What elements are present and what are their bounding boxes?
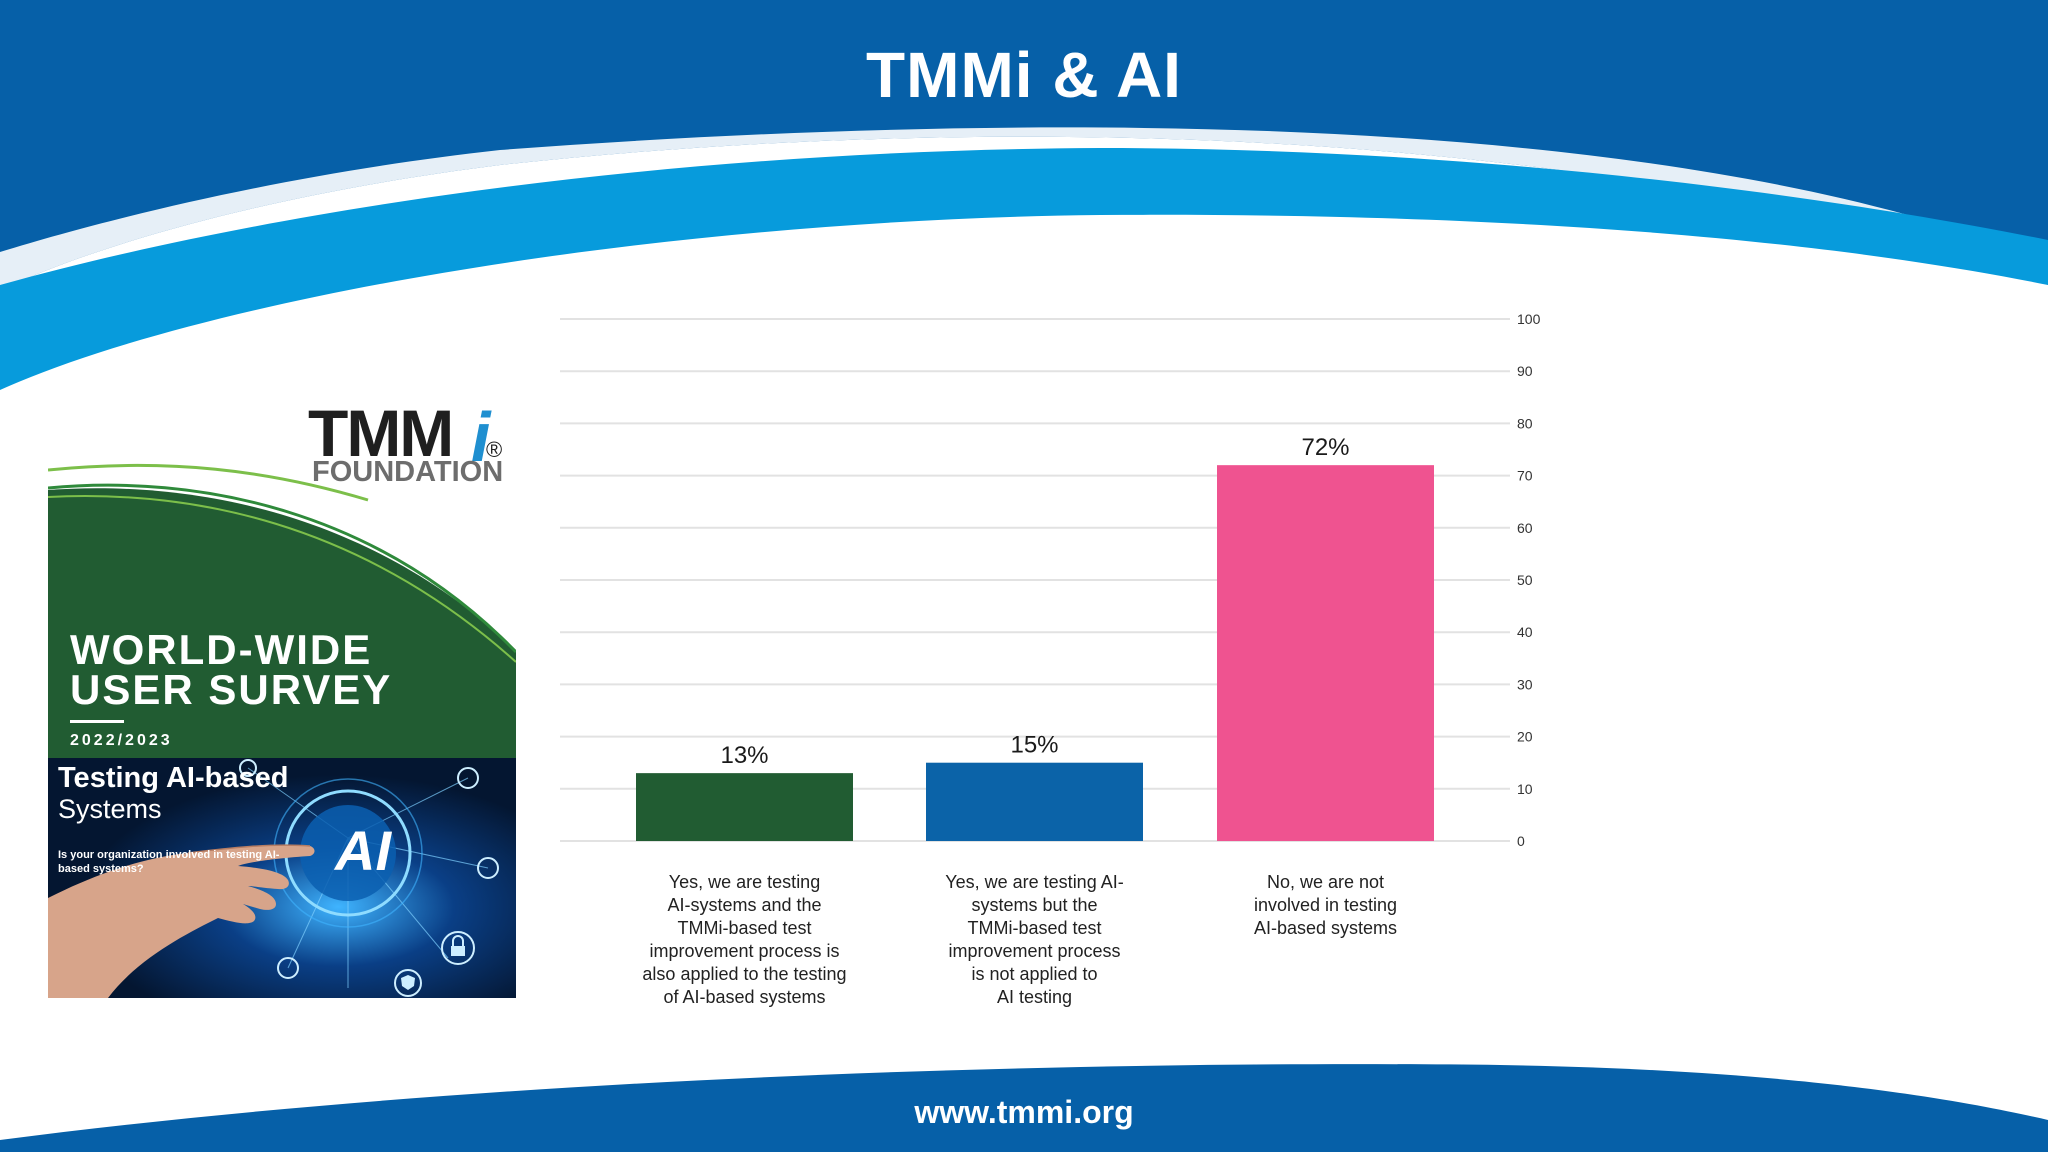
ai-illustration [48,759,499,998]
y-tick-label: 60 [1517,520,1533,536]
y-tick-label: 70 [1517,468,1533,484]
category-label-2: Yes, we are testing AI-systems but the TM… [920,871,1150,1009]
hand-icon [48,844,315,998]
data-label-2: 15% [1010,732,1058,759]
bar-2 [926,762,1143,841]
category-label-line: also applied to the testing [642,964,847,984]
bar-chart: 0 10 20 30 40 50 60 70 80 90 100 13% 15% 72% Yes, we … [550,300,1570,1020]
y-tick-label: 80 [1517,415,1533,431]
y-tick-label: 50 [1517,572,1533,588]
y-tick-label: 10 [1517,781,1533,797]
category-label-line: improvement process is [649,941,840,961]
category-label-1: Yes, we are testing AI-systems and the TMM… [630,871,860,1009]
shield-icon [394,969,422,997]
cover-title: WORLD-WIDE USER SURVEY [70,626,393,713]
y-tick-label: 100 [1517,311,1541,327]
category-label-line: Yes, we are testing [668,872,821,892]
logo-wordmark: TMM [308,396,454,470]
cover-year: 2022/2023 [70,732,173,749]
cover-subtitle-line2: Systems [58,794,162,824]
cover-question: Is your organization involved in testing… [58,849,280,875]
category-label-line: AI-systems and the [667,895,822,915]
cover-divider [70,720,124,723]
bar-3 [1217,465,1434,841]
category-label-line: of AI-based systems [663,987,826,1007]
cover-subtitle-line1: Testing AI-based [58,762,289,794]
category-label-line: systems but the [971,895,1098,915]
category-label-line: TMMi-based test [677,918,812,938]
cover-title-line2: USER SURVEY [70,666,393,713]
category-label-line: Yes, we are testing AI- [945,872,1124,892]
category-label-line: TMMi-based test [967,918,1102,938]
network-icon [239,759,499,979]
tmmi-foundation-logo: TMM i ® FOUNDATION [308,400,508,490]
logo-registered-mark: ® [486,437,503,462]
logo-foundation-text: FOUNDATION [312,456,504,488]
category-label-line: AI-based systems [1253,918,1398,938]
lock-icon [441,931,475,965]
category-label-3: No, we are not involved in testing AI-base… [1211,871,1441,940]
category-label-line: improvement process [948,941,1121,961]
data-label-3: 72% [1301,434,1349,461]
category-label-line: No, we are not [1266,872,1385,892]
bar-1 [636,773,853,841]
logo-i-mark: i [471,398,491,476]
category-label-line: AI testing [996,987,1073,1007]
y-tick-label: 90 [1517,363,1533,379]
y-tick-label: 30 [1517,676,1533,692]
slide-title: TMMi & AI [866,39,1182,111]
y-tick-label: 0 [1517,833,1525,849]
data-label-1: 13% [720,742,768,769]
category-label-line: is not applied to [971,964,1098,984]
ai-globe-icon [273,778,423,928]
bar-chart-svg: 0 10 20 30 40 50 60 70 80 90 100 13% 15% 72% [560,311,1541,849]
ai-badge-text: AI [335,819,391,882]
category-label-line: involved in testing [1253,895,1398,915]
cover-title-line1: WORLD-WIDE [70,626,373,673]
footer-url[interactable]: www.tmmi.org [914,1094,1134,1130]
y-tick-label: 20 [1517,729,1533,745]
y-tick-label: 40 [1517,624,1533,640]
